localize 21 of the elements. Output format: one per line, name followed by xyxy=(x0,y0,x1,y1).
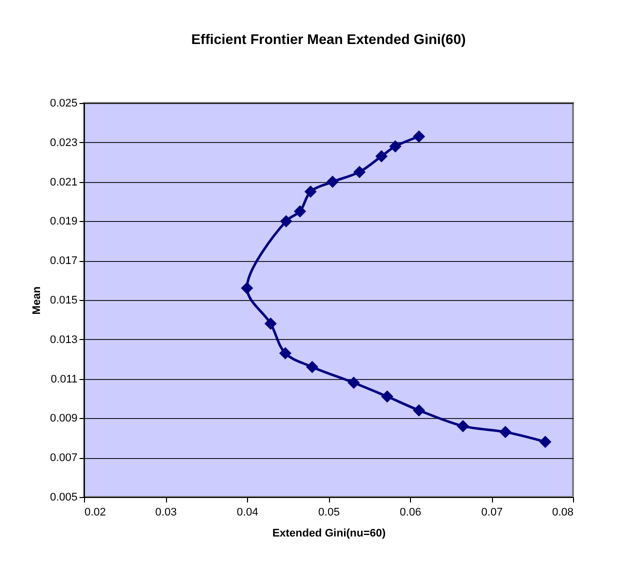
y-tick-label: 0.023 xyxy=(50,136,78,149)
y-axis-title: Mean xyxy=(30,286,43,315)
x-tick-label: 0.03 xyxy=(155,506,177,518)
x-axis-title: Extended Gini(nu=60) xyxy=(272,528,386,540)
y-tick-label: 0.015 xyxy=(50,294,78,306)
y-tick-label: 0.025 xyxy=(50,98,78,110)
y-tick-label: 0.013 xyxy=(50,334,78,346)
x-tick-label: 0.05 xyxy=(318,506,340,518)
y-tick-label: 0.011 xyxy=(50,373,78,386)
y-tick-label: 0.017 xyxy=(50,255,78,268)
x-tick-label: 0.04 xyxy=(236,506,258,518)
y-tick-label: 0.019 xyxy=(50,216,78,228)
x-tick-label: 0.07 xyxy=(481,506,503,518)
y-tick-label: 0.005 xyxy=(50,492,78,504)
y-tick-label: 0.007 xyxy=(50,452,78,464)
x-tick-label: 0.06 xyxy=(400,506,422,518)
y-tick-label: 0.009 xyxy=(50,412,78,425)
x-tick-label: 0.02 xyxy=(84,506,106,518)
chart-title: Efficient Frontier Mean Extended Gini(60) xyxy=(191,31,466,47)
x-tick-label: 0.08 xyxy=(552,506,574,518)
y-tick-label: 0.021 xyxy=(50,176,78,188)
